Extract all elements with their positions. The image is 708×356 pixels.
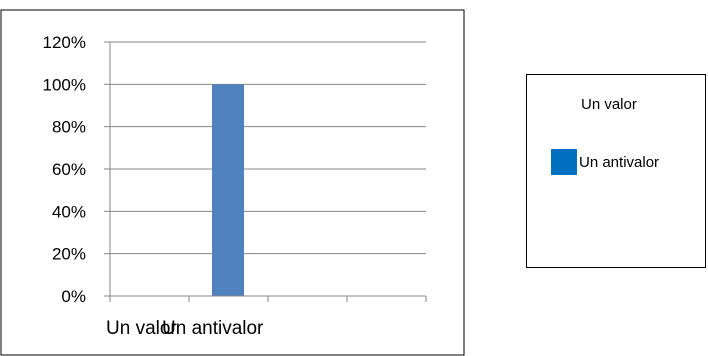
legend-item-un-valor: Un valor: [581, 97, 637, 112]
y-tick-label: 0%: [61, 287, 86, 306]
x-category-label: Un antivalor: [162, 318, 264, 339]
y-tick-label: 60%: [52, 160, 86, 179]
y-tick-label: 80%: [52, 118, 86, 137]
y-tick-label: 20%: [52, 245, 86, 264]
y-tick-label: 120%: [43, 33, 86, 52]
y-tick-label: 100%: [43, 75, 86, 94]
bar-un-antivalor: [212, 84, 244, 296]
y-tick-label: 40%: [52, 202, 86, 221]
legend-label-un-valor: Un valor: [581, 96, 637, 113]
legend-label-un-antivalor: Un antivalor: [579, 153, 660, 171]
x-category-label: Un valor: [106, 318, 177, 339]
legend-item-un-antivalor: Un antivalor: [551, 149, 659, 175]
legend-swatch-un-antivalor: [551, 149, 577, 175]
legend: Un valor Un antivalor: [526, 74, 706, 268]
